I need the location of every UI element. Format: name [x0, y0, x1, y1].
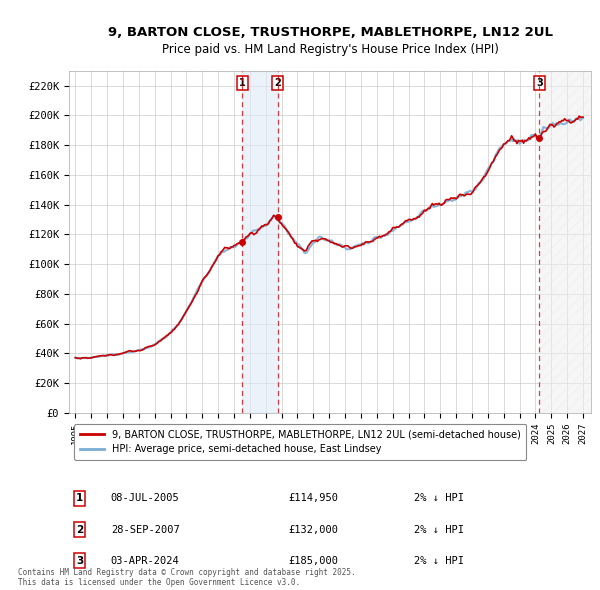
Text: 08-JUL-2005: 08-JUL-2005	[111, 493, 179, 503]
Text: 03-APR-2024: 03-APR-2024	[111, 556, 179, 566]
Text: 28-SEP-2007: 28-SEP-2007	[111, 525, 179, 535]
Text: 3: 3	[536, 78, 543, 88]
Legend: 9, BARTON CLOSE, TRUSTHORPE, MABLETHORPE, LN12 2UL (semi-detached house), HPI: A: 9, BARTON CLOSE, TRUSTHORPE, MABLETHORPE…	[74, 424, 526, 460]
Text: £132,000: £132,000	[288, 525, 338, 535]
Text: 1: 1	[76, 493, 83, 503]
Text: 2% ↓ HPI: 2% ↓ HPI	[413, 525, 464, 535]
Text: Price paid vs. HM Land Registry's House Price Index (HPI): Price paid vs. HM Land Registry's House …	[161, 43, 499, 56]
Text: Contains HM Land Registry data © Crown copyright and database right 2025.
This d: Contains HM Land Registry data © Crown c…	[18, 568, 356, 587]
Text: 3: 3	[76, 556, 83, 566]
Text: £185,000: £185,000	[288, 556, 338, 566]
Text: £114,950: £114,950	[288, 493, 338, 503]
Text: 1: 1	[239, 78, 245, 88]
Text: 9, BARTON CLOSE, TRUSTHORPE, MABLETHORPE, LN12 2UL: 9, BARTON CLOSE, TRUSTHORPE, MABLETHORPE…	[107, 26, 553, 39]
Text: 2% ↓ HPI: 2% ↓ HPI	[413, 556, 464, 566]
Text: 2% ↓ HPI: 2% ↓ HPI	[413, 493, 464, 503]
Bar	[242, 71, 278, 413]
Text: 2: 2	[274, 78, 281, 88]
Bar	[539, 71, 591, 413]
Text: 2: 2	[76, 525, 83, 535]
